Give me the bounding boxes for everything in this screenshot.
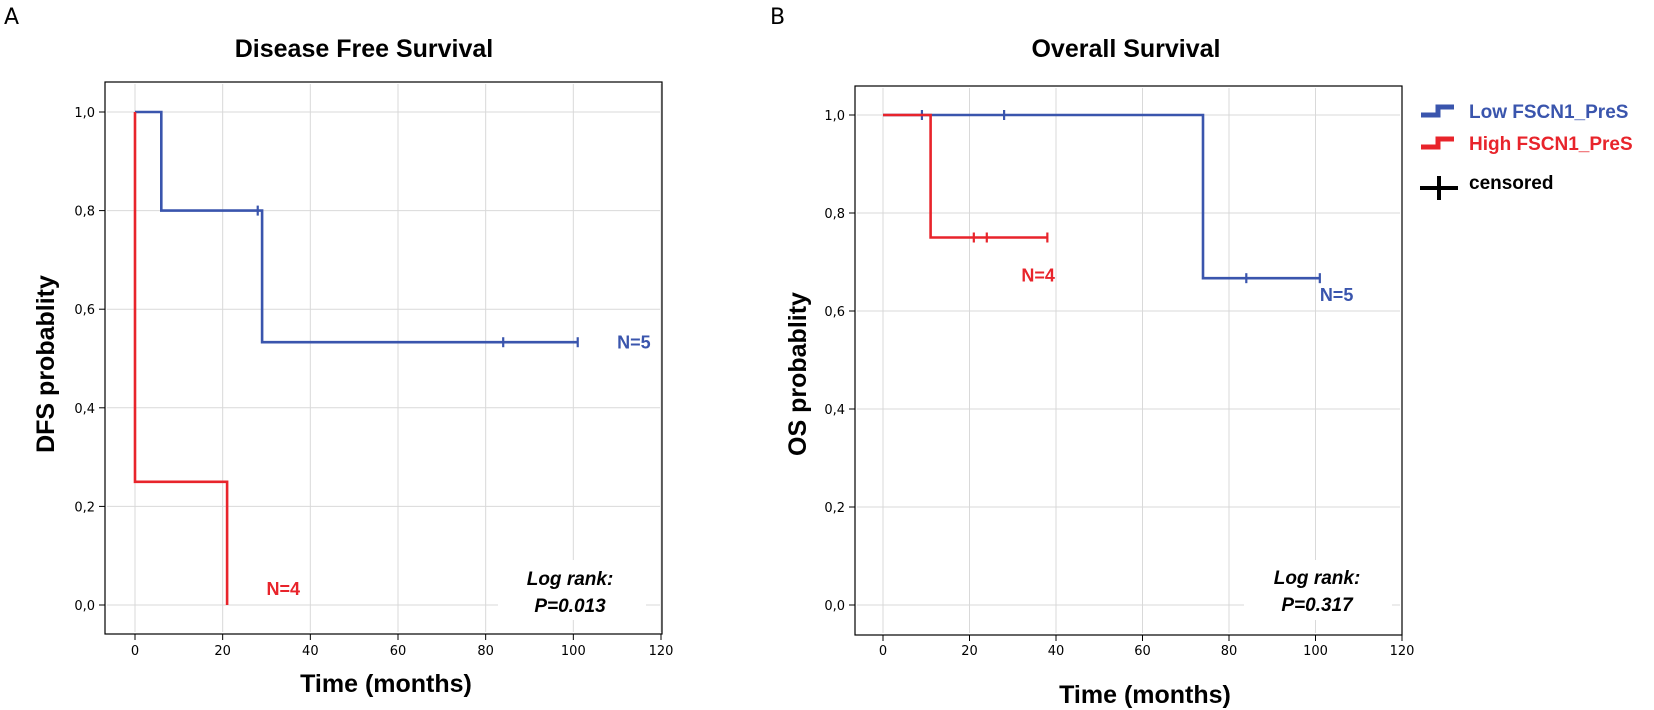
panel-b-y-tick-label: 0,2 (824, 501, 845, 516)
panel-b-high-survival-curve (883, 113, 1048, 239)
legend-item-censored: censored (1420, 173, 1553, 200)
panel-b-x-axis-label: Time (months) (1059, 681, 1231, 709)
panel-a-y-tick-label: 0,0 (74, 599, 95, 614)
panel-a-x-tick-label: 40 (302, 644, 319, 659)
panel-a-y-tick-label: 0,4 (74, 402, 95, 417)
panel-b-y-axis-label: OS probablity (784, 292, 812, 456)
panel-a-stat-box (498, 560, 646, 620)
panel-b: B Overall Survival Time (months) OS prob… (770, 5, 1414, 709)
panel-a-p-value: P=0.013 (534, 596, 606, 617)
panel-a-x-tick-label: 60 (390, 644, 407, 659)
panel-a-x-tick-label: 120 (649, 644, 674, 659)
panel-b-title: Overall Survival (1031, 35, 1220, 63)
censored-cross-icon (1420, 176, 1458, 200)
legend: Low FSCN1_PreS High FSCN1_PreS censored (1420, 102, 1633, 200)
panel-b-stat-box (1244, 560, 1392, 620)
panel-b-x-tick-label: 100 (1303, 644, 1328, 659)
legend-low-label: Low FSCN1_PreS (1469, 102, 1628, 123)
panel-b-x-tick-label: 120 (1390, 644, 1415, 659)
panel-a-title: Disease Free Survival (235, 35, 494, 63)
panel-b-logrank-label: Log rank: (1274, 568, 1361, 589)
panel-a-x-tick-label: 80 (477, 644, 494, 659)
panel-a-x-tick-label: 0 (131, 644, 139, 659)
panel-a-x-tick-label: 20 (214, 644, 231, 659)
panel-a-y-tick-label: 0,6 (74, 303, 95, 318)
panel-b-x-tick-label: 40 (1048, 644, 1065, 659)
panel-a-label: A (4, 5, 19, 30)
legend-item-high: High FSCN1_PreS (1421, 134, 1633, 155)
panel-b-plot-frame (854, 85, 1403, 636)
panel-a-plot-area: 0 20 40 60 80 100 120 0,0 0,2 0,4 0,6 0,8 1,0 N=5 N=4 (74, 81, 674, 659)
panel-b-y-tick-label: 0,4 (824, 403, 845, 418)
panel-a-x-axis-label: Time (months) (300, 670, 472, 698)
panel-b-label: B (770, 5, 785, 30)
panel-b-p-value: P=0.317 (1281, 595, 1354, 616)
panel-b-y-tick-label: 1,0 (824, 109, 845, 124)
panel-a-high-survival-curve (133, 112, 229, 605)
panel-b-y-tick-label: 0,8 (824, 207, 845, 222)
panel-a-logrank-label: Log rank: (527, 569, 614, 590)
legend-high-label: High FSCN1_PreS (1469, 134, 1633, 155)
panel-b-x-tick-label: 60 (1134, 644, 1151, 659)
legend-low-swatch (1421, 104, 1454, 118)
panel-a-x-tick-label: 100 (561, 644, 586, 659)
panel-b-low-survival-curve (883, 113, 1320, 280)
panel-b-low-n-label: N=5 (1320, 285, 1354, 305)
panel-b-plot-area: 0 20 40 60 80 100 120 0,0 0,2 0,4 0,6 0,8 1,0 N=5 N=4 (824, 85, 1415, 659)
panel-b-x-tick-label: 20 (961, 644, 978, 659)
legend-item-low: Low FSCN1_PreS (1421, 102, 1628, 123)
panel-a-high-n-label: N=4 (267, 579, 301, 599)
panel-a-y-tick-label: 0,8 (74, 205, 95, 220)
panel-b-x-tick-label: 0 (879, 644, 887, 659)
legend-high-swatch (1421, 136, 1454, 150)
panel-b-high-n-label: N=4 (1021, 266, 1055, 286)
panel-a-plot-frame (104, 81, 663, 635)
panel-a-low-n-label: N=5 (617, 333, 651, 353)
panel-a-y-tick-label: 0,2 (74, 500, 95, 515)
panel-b-x-tick-label: 80 (1221, 644, 1238, 659)
panel-b-y-tick-label: 0,6 (824, 305, 845, 320)
legend-censored-label: censored (1469, 173, 1553, 194)
panel-a-low-survival-curve (135, 110, 578, 344)
panel-b-y-tick-label: 0,0 (824, 599, 845, 614)
panel-a: A Disease Free Survival Time (months) DF… (4, 5, 673, 698)
panel-a-y-tick-label: 1,0 (74, 106, 95, 121)
panel-a-y-axis-label: DFS probablity (32, 275, 60, 453)
